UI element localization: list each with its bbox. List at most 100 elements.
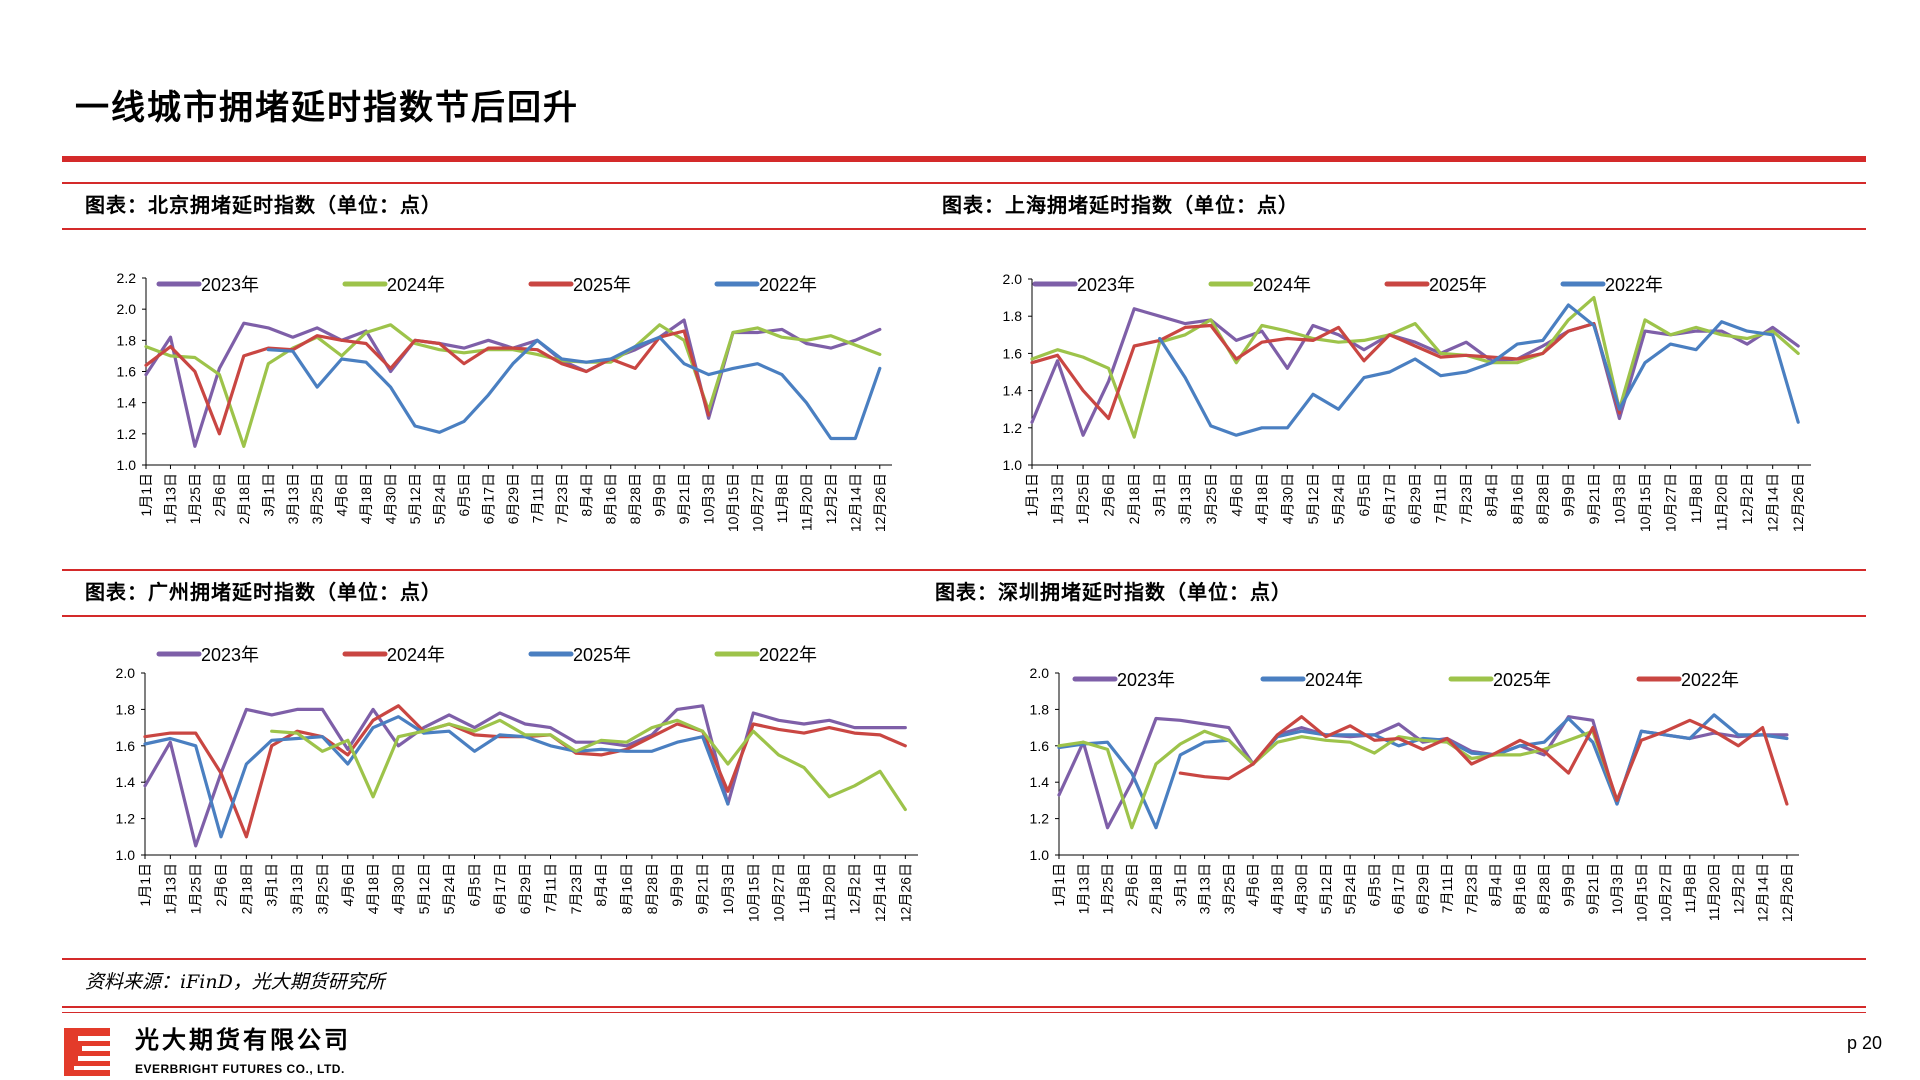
series-line-2022年: [270, 718, 907, 812]
x-tick-label: 7月23日: [1458, 473, 1474, 524]
x-tick-label: 8月16日: [1509, 473, 1525, 524]
x-tick-label: 12月26日: [897, 863, 913, 922]
x-tick-label: 9月21日: [676, 473, 692, 524]
series-line-2022年: [1158, 303, 1800, 437]
x-tick-label: 4月30日: [1294, 863, 1310, 914]
x-tick-label: 1月13日: [1075, 863, 1091, 914]
x-tick-label: 2月6日: [213, 863, 229, 907]
x-tick-label: 8月28日: [644, 863, 660, 914]
source-note: 资料来源：iFinD，光大期货研究所: [85, 971, 385, 993]
legend-label: 2024年: [387, 645, 445, 665]
x-tick-label: 12月14日: [1765, 473, 1781, 532]
x-tick-label: 9月21日: [1585, 863, 1601, 914]
series-line-2025年: [1057, 729, 1619, 830]
divider: [62, 1006, 1866, 1008]
x-tick-label: 2月18日: [1148, 863, 1164, 914]
x-tick-label: 1月1日: [1051, 863, 1067, 907]
x-tick-label: 9月21日: [695, 863, 711, 914]
chart-title-shanghai: 图表：上海拥堵延时指数（单位：点）: [942, 193, 1299, 217]
y-tick-label: 1.2: [117, 426, 137, 442]
x-tick-label: 1月25日: [188, 863, 204, 914]
x-tick-label: 7月11日: [529, 473, 545, 523]
x-tick-label: 9月9日: [669, 863, 685, 907]
x-tick-label: 3月13日: [1197, 863, 1213, 914]
x-tick-label: 8月16日: [1512, 863, 1528, 914]
legend-label: 2022年: [759, 645, 817, 665]
x-tick-label: 9月9日: [652, 473, 668, 517]
divider: [62, 958, 1866, 960]
x-tick-label: 2月18日: [236, 473, 252, 524]
series-line-2025年: [143, 715, 730, 839]
x-tick-label: 4月18日: [1269, 863, 1285, 914]
series-line-2024年: [1057, 713, 1789, 830]
x-tick-label: 9月9日: [1560, 473, 1576, 517]
x-tick-label: 7月23日: [554, 473, 570, 524]
series-line-2024年: [144, 323, 882, 448]
x-tick-label: 2月6日: [1124, 863, 1140, 907]
chart-title-guangzhou: 图表：广州拥堵延时指数（单位：点）: [85, 580, 442, 604]
x-tick-label: 10月27日: [771, 863, 787, 922]
y-tick-label: 1.6: [1030, 738, 1050, 754]
x-tick-label: 8月28日: [1535, 473, 1551, 524]
x-tick-label: 4月18日: [1254, 473, 1270, 524]
x-tick-label: 12月14日: [1755, 863, 1771, 922]
series-line-2022年: [1178, 715, 1789, 806]
x-tick-label: 10月3日: [1609, 863, 1625, 914]
x-tick-label: 6月17日: [1382, 473, 1398, 524]
legend-label: 2025年: [573, 275, 631, 295]
x-tick-label: 4月30日: [1279, 473, 1295, 524]
x-tick-label: 8月16日: [603, 473, 619, 524]
everbright-logo-icon: [64, 1028, 110, 1076]
divider: [62, 1012, 1866, 1013]
title-divider: [62, 156, 1866, 162]
x-tick-label: 3月25日: [309, 473, 325, 524]
series-line-2022年: [266, 335, 882, 441]
x-tick-label: 4月6日: [1245, 863, 1261, 907]
x-tick-label: 1月1日: [137, 863, 153, 907]
x-tick-label: 11月8日: [796, 863, 812, 913]
x-tick-label: 1月25日: [1075, 473, 1091, 524]
y-tick-label: 1.2: [116, 811, 136, 827]
x-tick-label: 3月1日: [1152, 473, 1168, 517]
x-tick-label: 8月4日: [1484, 473, 1500, 517]
x-tick-label: 6月5日: [1366, 863, 1382, 907]
x-tick-label: 3月1日: [260, 473, 276, 517]
chart-0: 1.0 1.2 1.4 1.6 1.8 2.0 2.2 1月1日 1月13日 1月25日 2月6日 2…: [117, 270, 892, 532]
x-tick-label: 12月26日: [1790, 473, 1806, 532]
x-tick-label: 12月26日: [872, 473, 888, 532]
divider: [62, 228, 1866, 230]
x-tick-label: 7月11日: [543, 863, 559, 913]
x-tick-label: 10月15日: [1637, 473, 1653, 532]
chart-2: 1.0 1.2 1.4 1.6 1.8 2.0 1月1日 1月13日 1月25日 2月6日 2月18…: [116, 645, 918, 922]
x-tick-label: 11月20日: [1714, 473, 1730, 531]
y-tick-label: 2.0: [116, 665, 136, 681]
x-tick-label: 3月1日: [1172, 863, 1188, 907]
x-tick-label: 5月12日: [1305, 473, 1321, 524]
legend-label: 2024年: [387, 275, 445, 295]
x-tick-label: 10月15日: [725, 473, 741, 532]
x-tick-label: 11月8日: [1688, 473, 1704, 523]
x-tick-label: 6月5日: [1356, 473, 1372, 517]
y-tick-label: 1.0: [1003, 457, 1023, 473]
page-title: 一线城市拥堵延时指数节后回升: [75, 88, 579, 128]
x-tick-label: 12月14日: [872, 863, 888, 922]
series-line-2024年: [1030, 296, 1800, 439]
x-tick-label: 6月17日: [492, 863, 508, 914]
x-tick-label: 12月2日: [1739, 473, 1755, 524]
y-tick-label: 1.2: [1003, 420, 1023, 436]
x-tick-label: 6月29日: [1407, 473, 1423, 524]
x-tick-label: 12月14日: [847, 473, 863, 532]
x-tick-label: 12月26日: [1779, 863, 1795, 922]
y-tick-label: 1.0: [116, 847, 136, 863]
x-tick-label: 4月30日: [390, 863, 406, 914]
x-tick-label: 1月13日: [162, 863, 178, 914]
y-tick-label: 2.2: [117, 270, 137, 286]
y-tick-label: 1.8: [1003, 308, 1023, 324]
x-tick-label: 1月1日: [138, 473, 154, 517]
x-tick-label: 5月12日: [416, 863, 432, 914]
x-tick-label: 6月29日: [517, 863, 533, 914]
x-tick-label: 6月29日: [1415, 863, 1431, 914]
legend-label: 2024年: [1305, 670, 1363, 690]
x-tick-label: 6月5日: [466, 863, 482, 907]
